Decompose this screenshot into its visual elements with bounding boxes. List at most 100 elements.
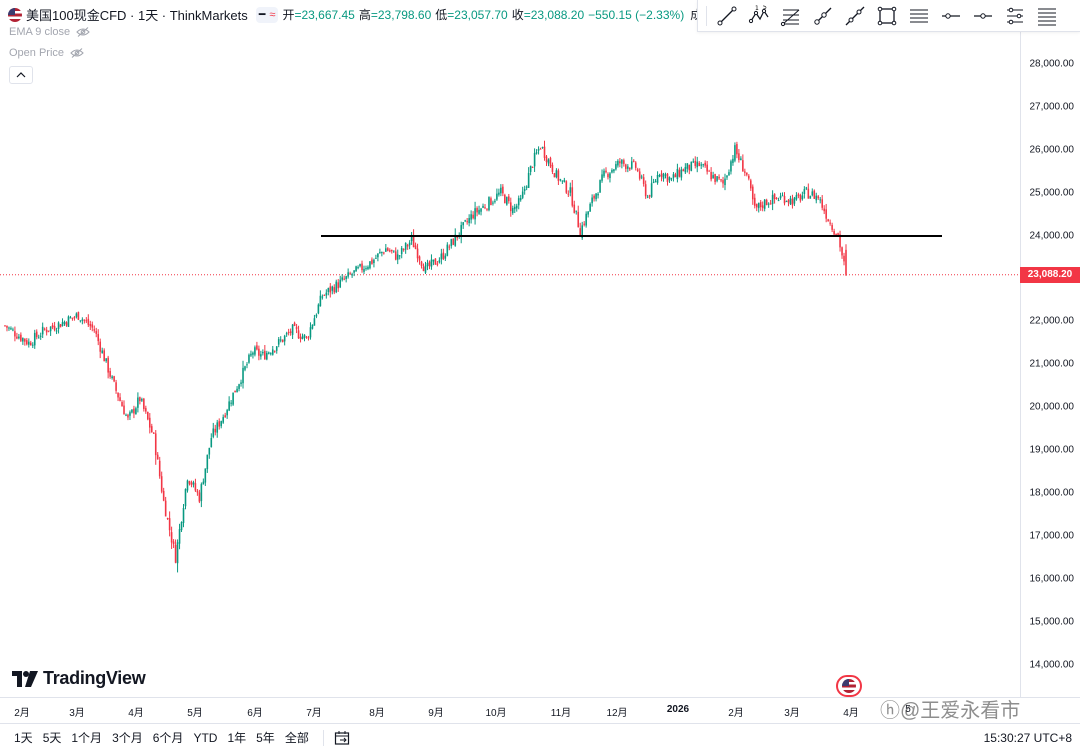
candle (829, 219, 831, 226)
candle (343, 275, 345, 281)
candle (192, 480, 195, 488)
candle (133, 405, 135, 419)
symbol-title[interactable]: 美国100现金CFD · 1天 · ThinkMarkets (26, 8, 248, 23)
candle (492, 200, 494, 206)
time-range-button[interactable]: 1天 (14, 731, 33, 745)
time-tick-label: 10月 (485, 708, 507, 719)
candle (565, 180, 568, 194)
time-range-button[interactable]: 5年 (256, 731, 275, 745)
eye-hidden-icon[interactable] (70, 48, 84, 58)
candle (831, 222, 833, 233)
parallel-channel-icon[interactable] (903, 1, 935, 31)
price-tick-label: 28,000.00 (1029, 58, 1075, 70)
candle (186, 479, 189, 493)
candle (668, 176, 671, 183)
candle (589, 202, 591, 212)
legend-toggle-pill[interactable]: ━ ≈ (255, 6, 279, 23)
candle (164, 496, 167, 517)
candle (432, 259, 435, 266)
svg-text:5: 5 (763, 5, 767, 11)
study-open-price[interactable]: Open Price (9, 47, 84, 59)
study-ema[interactable]: EMA 9 close (9, 26, 90, 38)
candle (406, 243, 409, 250)
candle (97, 329, 100, 346)
candle (755, 203, 758, 212)
goto-date-icon[interactable] (332, 728, 352, 748)
clock[interactable]: 15:30:27 UTC+8 (983, 731, 1072, 745)
time-range-button[interactable]: 5天 (42, 731, 62, 745)
candle (805, 186, 808, 191)
candle (402, 248, 405, 252)
fib-retracement-icon[interactable] (775, 1, 807, 31)
candle (521, 186, 524, 200)
candle (839, 230, 841, 252)
rectangle-icon[interactable] (871, 1, 903, 31)
candle (632, 159, 635, 163)
candle (301, 333, 304, 340)
candle (708, 169, 710, 172)
fib-channel-icon[interactable] (1031, 1, 1063, 31)
time-range-button[interactable]: YTD (193, 730, 218, 745)
time-tick-label: 8月 (369, 708, 385, 719)
candle (470, 210, 472, 224)
candle (12, 327, 14, 332)
candle (359, 263, 361, 268)
time-tick-label: 2月 (14, 708, 30, 719)
ray-icon[interactable] (807, 1, 839, 31)
candle (404, 242, 407, 254)
candle (85, 317, 88, 324)
time-range-button[interactable]: 3个月 (112, 731, 143, 745)
candle (139, 396, 141, 405)
horizontal-ray-icon[interactable] (935, 1, 967, 31)
candle (269, 352, 272, 356)
candle (331, 285, 334, 295)
candle (79, 320, 82, 323)
trend-line-icon[interactable] (711, 1, 743, 31)
tradingview-logo[interactable]: TradingView (12, 668, 146, 689)
time-range-button[interactable]: 1年 (227, 731, 247, 745)
candle (377, 253, 379, 262)
candle (718, 174, 720, 180)
candle (712, 171, 714, 179)
time-range-button[interactable]: 全部 (284, 731, 309, 745)
time-range-button[interactable]: 1个月 (71, 731, 103, 745)
candle (686, 163, 689, 173)
candle (240, 379, 242, 387)
path-icon[interactable] (999, 1, 1031, 31)
candle (769, 199, 772, 205)
candle (623, 158, 625, 167)
candle (61, 318, 64, 327)
candle (444, 253, 447, 261)
time-range-button[interactable]: 6个月 (152, 731, 184, 745)
tradingview-logo-icon (12, 670, 38, 687)
candle (646, 194, 649, 199)
candle (650, 175, 653, 198)
horizontal-line-icon[interactable] (967, 1, 999, 31)
candle (841, 246, 843, 259)
candle (224, 412, 226, 419)
candle (385, 243, 387, 252)
price-axis[interactable]: 14,000.00 15,000.00 16,000.00 17,000.00 18,0… (1020, 0, 1080, 697)
collapse-legend-button[interactable] (9, 66, 33, 84)
price-chart[interactable] (0, 0, 1020, 697)
candle (454, 228, 457, 247)
candle (156, 452, 159, 460)
candle (208, 447, 211, 459)
candle (680, 166, 683, 181)
candle (250, 350, 252, 357)
chart-area[interactable] (0, 0, 1020, 697)
time-axis[interactable]: 2月 3月 4月 5月 6月 7月 8月 9月 10月 11月 12月 2026 2月 3月 4月 5 (0, 697, 1080, 721)
candle (474, 201, 476, 225)
candle (478, 205, 480, 215)
candle (511, 205, 514, 215)
extended-line-icon[interactable] (839, 1, 871, 31)
candle (277, 336, 280, 348)
country-marker[interactable] (836, 675, 862, 697)
candle (656, 171, 659, 185)
candle (553, 172, 556, 178)
candle (226, 408, 228, 419)
candle (264, 344, 266, 360)
time-range-group: 1天 5天 1个月 3个月 6个月 YTD 1年 5年 全部 (10, 726, 315, 749)
eye-hidden-icon[interactable] (76, 27, 90, 37)
